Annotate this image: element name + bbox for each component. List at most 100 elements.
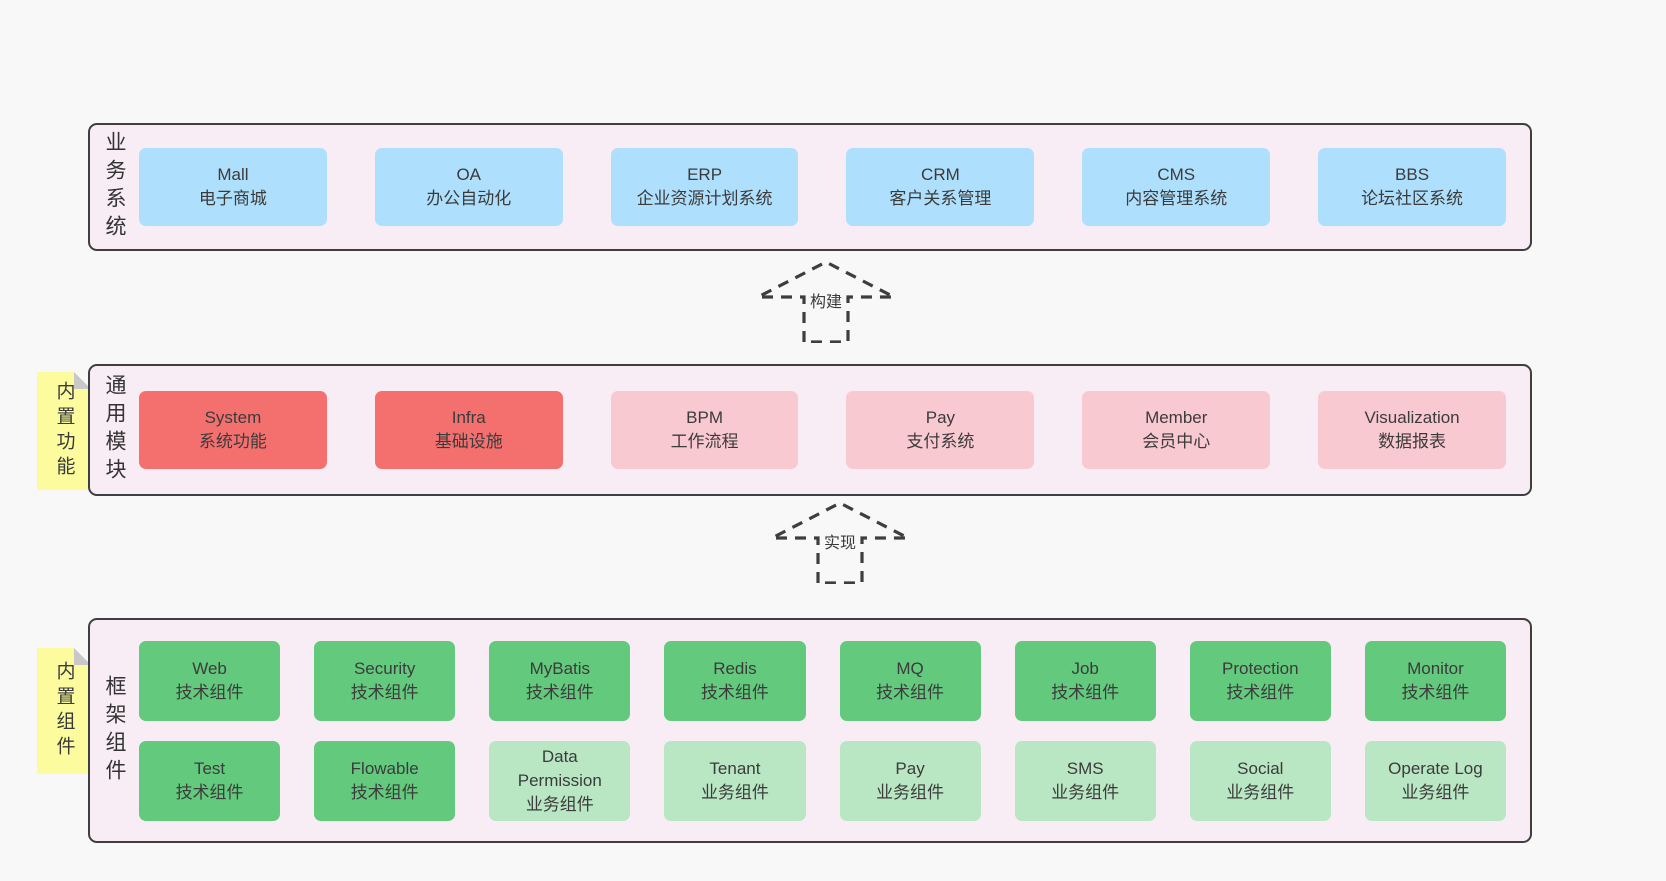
box-desc: 客户关系管理 [889,189,992,208]
box-name: Pay [925,408,956,427]
box-name: Pay [895,758,925,778]
box-desc: 业务组件 [1401,782,1470,802]
box-name: BBS [1395,165,1430,184]
box-desc: 数据报表 [1378,432,1447,451]
diagram-box-mybatis: MyBatis 技术组件 [489,640,631,721]
box-desc: 会员中心 [1142,432,1211,451]
diagram-box-flowable: Flowable 技术组件 [314,740,456,821]
box-name: Mall [217,165,249,184]
diagram-box-mall: Mall 电子商城 [139,148,327,226]
diagram-box-mq: MQ 技术组件 [839,640,981,721]
box-desc: 业务组件 [525,794,594,814]
diagram-box-job: Job 技术组件 [1014,640,1156,721]
box-name: Web [192,658,227,678]
box-desc: 技术组件 [350,782,419,802]
diagram-box-test: Test 技术组件 [139,740,281,821]
diagram-box-crm: CRM 客户关系管理 [846,148,1035,226]
diagram-box-pay: Pay 支付系统 [846,391,1035,469]
box-name: CRM [921,165,960,184]
diagram-box-pay: Pay 业务组件 [839,740,981,821]
box-desc: 内容管理系统 [1125,189,1228,208]
implement-arrow: 实现 [766,496,914,584]
diagram-box-monitor: Monitor 技术组件 [1364,640,1506,721]
business-systems-panel: 业务系统 Mall 电子商城 OA 办公自动化 ERP 企业资源计划系统 CRM 客户关系管理… [88,123,1532,251]
diagram-box-sms: SMS 业务组件 [1014,740,1156,821]
box-name: Test [193,758,226,778]
diagram-box-social: Social 业务组件 [1189,740,1331,821]
box-desc: 技术组件 [175,782,244,802]
diagram-box-cms: CMS 内容管理系统 [1082,148,1271,226]
box-desc: 业务组件 [876,782,945,802]
box-name: ERP [687,165,723,184]
diagram-box-bbs: BBS 论坛社区系统 [1318,148,1506,226]
box-name: CMS [1157,165,1196,184]
diagram-box-data-permission: Data Permission 业务组件 [489,740,631,821]
box-name: Social [1237,758,1284,778]
box-name: System [204,408,262,427]
box-desc: 系统功能 [198,432,267,451]
box-name: Tenant [709,758,761,778]
box-name: Security [353,658,416,678]
dashed-up-arrow-icon [771,501,909,584]
box-name: MQ [896,658,924,678]
diagram-box-member: Member 会员中心 [1082,391,1271,469]
box-name: Member [1145,408,1208,427]
box-name: Visualization [1364,408,1460,427]
box-name: Operate Log [1388,758,1483,778]
business-systems-label: 业务系统 [103,131,126,243]
framework-components-box-grid: Web 技术组件 Security 技术组件 MyBatis 技术组件 Redis 技术组件 M… [139,640,1506,821]
business-systems-box-grid: Mall 电子商城 OA 办公自动化 ERP 企业资源计划系统 CRM 客户关系管理 CMS 内容… [139,148,1506,226]
diagram-box-protection: Protection 技术组件 [1189,640,1331,721]
build-arrow: 构建 [752,255,900,343]
box-desc: 办公自动化 [426,189,512,208]
diagram-box-visualization: Visualization 数据报表 [1318,391,1506,469]
framework-components-label: 框架组件 [103,674,126,787]
box-name: Monitor [1407,658,1464,678]
box-desc: 业务组件 [1226,782,1295,802]
framework-components-panel: 框架组件 Web 技术组件 Security 技术组件 MyBatis 技术组件 Redis… [88,618,1532,843]
box-desc: 技术组件 [525,682,594,702]
arrow-label: 构建 [806,287,846,313]
box-desc: 电子商城 [198,189,267,208]
box-name: SMS [1066,758,1104,778]
box-desc: 业务组件 [1051,782,1120,802]
arrow-label: 实现 [820,528,860,554]
box-name: Flowable [350,758,419,778]
diagram-box-system: System 系统功能 [139,391,327,469]
box-name: Job [1071,658,1099,678]
common-modules-box-grid: System 系统功能 Infra 基础设施 BPM 工作流程 Pay 支付系统 Member 会… [139,391,1506,469]
diagram-box-redis: Redis 技术组件 [664,640,806,721]
box-name: Redis [713,658,757,678]
diagram-box-infra: Infra 基础设施 [374,391,563,469]
diagram-box-oa: OA 办公自动化 [374,148,563,226]
box-name: OA [456,165,482,184]
box-desc: 技术组件 [1401,682,1470,702]
box-desc: 工作流程 [670,432,739,451]
box-desc: 论坛社区系统 [1361,189,1464,208]
sticky-note-builtin-features: 内置功能 [37,372,91,490]
box-desc: 技术组件 [876,682,945,702]
diagram-box-tenant: Tenant 业务组件 [664,740,806,821]
box-name: Infra [451,408,486,427]
box-desc: 技术组件 [700,682,769,702]
box-name: MyBatis [529,658,591,678]
box-desc: 企业资源计划系统 [636,189,773,208]
box-desc: 技术组件 [1226,682,1295,702]
sticky-note-builtin-components: 内置组件 [37,648,91,774]
diagram-box-operate-log: Operate Log 业务组件 [1364,740,1506,821]
common-modules-label: 通用模块 [103,374,126,486]
sticky-note-label: 内置组件 [53,661,75,761]
box-desc: 业务组件 [700,782,769,802]
dashed-up-arrow-icon [757,260,895,343]
diagram-box-erp: ERP 企业资源计划系统 [610,148,799,226]
box-name: BPM [686,408,723,427]
box-desc: 技术组件 [350,682,419,702]
folded-corner-icon [74,372,91,389]
diagram-box-security: Security 技术组件 [314,640,456,721]
common-modules-panel: 通用模块 System 系统功能 Infra 基础设施 BPM 工作流程 Pay 支付系统 Me… [88,364,1532,496]
box-name: Protection [1222,658,1299,678]
box-desc: 基础设施 [434,432,503,451]
box-name: Data Permission [517,746,602,790]
box-desc: 技术组件 [175,682,244,702]
box-desc: 支付系统 [906,432,975,451]
